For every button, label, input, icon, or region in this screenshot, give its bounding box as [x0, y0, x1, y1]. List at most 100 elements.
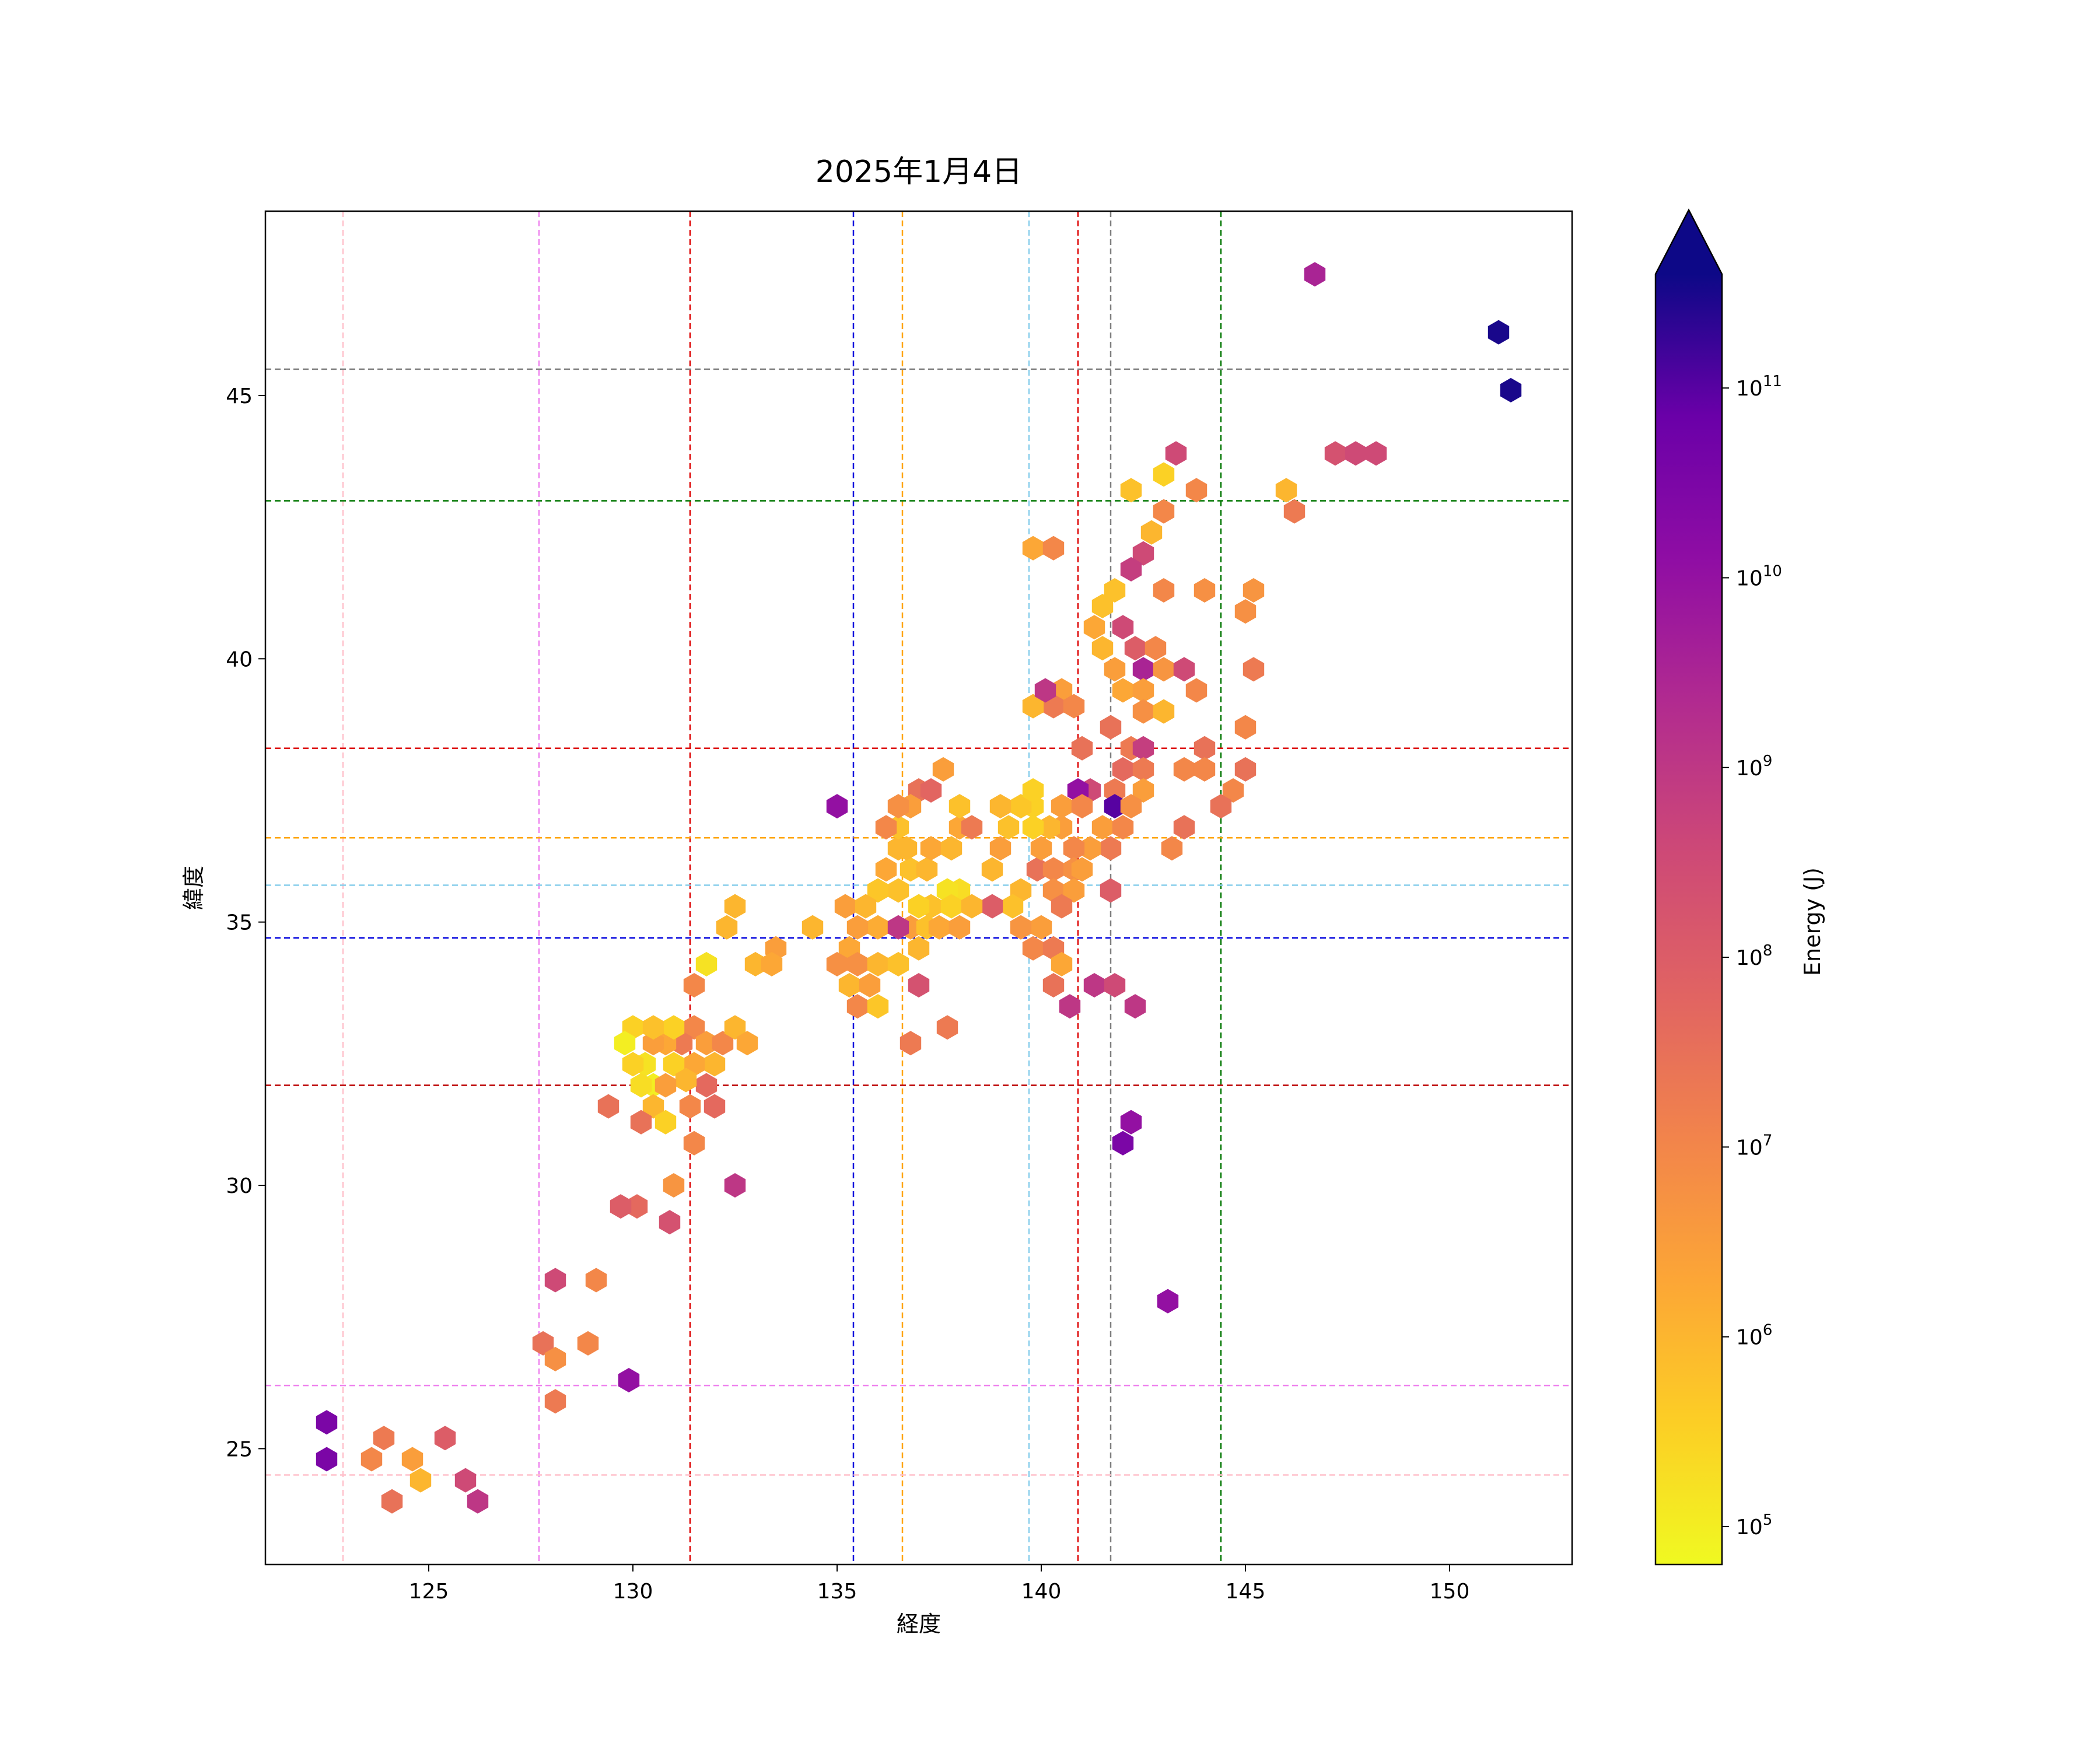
hexbin-cell	[1022, 536, 1044, 561]
hexbin-cell	[695, 951, 718, 977]
x-tick-label: 130	[613, 1580, 653, 1604]
hexbin-cell	[949, 915, 971, 940]
hexbin-cell	[908, 894, 930, 919]
hexbin-cell	[1120, 794, 1142, 819]
hexbin-cell	[642, 1031, 664, 1056]
hexbin-cell	[1104, 794, 1126, 819]
hexbin-cell	[1132, 736, 1154, 761]
hexbin-cell	[1104, 657, 1126, 682]
hexbin-cell	[867, 994, 889, 1019]
x-tick-label: 150	[1430, 1580, 1470, 1604]
hexbin-cell	[1112, 615, 1134, 640]
hexbin-cell	[1173, 757, 1195, 782]
hexbin-cell	[679, 1094, 701, 1119]
hexbin-cell	[989, 794, 1012, 819]
hexbin-cell	[1051, 951, 1073, 977]
chart-title: 2025年1月4日	[816, 155, 1023, 190]
y-tick-label: 45	[226, 384, 253, 408]
hexbin-cell	[940, 894, 963, 919]
hexbin-cell	[920, 836, 942, 861]
hexbin-cell	[1242, 657, 1265, 682]
hexbin-cell	[316, 1447, 338, 1472]
hexbin-cell	[1185, 678, 1208, 703]
hexbin-cell	[1132, 678, 1154, 703]
hexbin-cell	[1042, 973, 1065, 998]
hexbin-cell	[1010, 915, 1032, 940]
hexbin-cell	[381, 1489, 403, 1514]
hexbin-cell	[900, 857, 922, 882]
hexbin-cell	[908, 973, 930, 998]
hexbin-cell	[1194, 736, 1216, 761]
hexbin-cell	[949, 794, 971, 819]
hexbin-cell	[1100, 878, 1122, 903]
hexbin-cell	[1132, 541, 1154, 566]
hexbin-cell	[1234, 757, 1256, 782]
hexbin-cell	[1071, 794, 1093, 819]
hexbin-cell	[1112, 757, 1134, 782]
hexbin-cell	[683, 1130, 705, 1156]
hexbin-cell	[1153, 657, 1175, 682]
colorbar-frame	[1654, 208, 1723, 1566]
hexbin-cell	[916, 857, 938, 882]
hexbin-cell	[998, 815, 1020, 840]
colorbar-tick-label: 108	[1736, 942, 1772, 970]
colorbar-tick-label: 105	[1736, 1511, 1772, 1539]
x-axis-label: 経度	[897, 1611, 941, 1637]
y-axis-label: 緯度	[181, 866, 206, 910]
hexbin-cell	[1304, 262, 1326, 287]
hexbin-cell	[875, 857, 897, 882]
hexbin-cell	[1161, 836, 1183, 861]
hexbin-cell	[887, 951, 909, 977]
hexbin-cell	[1091, 594, 1114, 618]
hexbin-cell	[1100, 715, 1122, 740]
plot-background	[265, 211, 1572, 1564]
colorbar-tick-label: 107	[1736, 1132, 1772, 1160]
hexbin-cell	[712, 1031, 734, 1056]
hexbin-cell	[724, 1015, 746, 1040]
hexbin-cell	[1083, 973, 1105, 998]
colorbar-tick-label: 1010	[1736, 562, 1782, 590]
hexbin-cell	[989, 836, 1012, 861]
hexbin-cell	[838, 973, 860, 998]
hexbin-cell	[1124, 994, 1146, 1019]
hexbin-cell	[434, 1426, 456, 1451]
x-tick-label: 145	[1226, 1580, 1266, 1604]
hexbin-cell	[1173, 657, 1195, 682]
hexbin-cell	[1132, 657, 1154, 682]
hexbin-cell	[1120, 478, 1142, 503]
y-tick-label: 30	[226, 1174, 253, 1198]
hexbin-cell	[1275, 478, 1297, 503]
hexbin-cell	[1042, 857, 1065, 882]
hexbin-cell	[373, 1426, 395, 1451]
hexbin-cell	[1051, 794, 1073, 819]
hexbin-cell	[834, 894, 856, 919]
hexbin-cell	[936, 1015, 958, 1040]
hexbin-cell	[1010, 794, 1032, 819]
y-tick-label: 35	[226, 911, 253, 935]
hexbin-cell	[887, 878, 909, 903]
hexbin-cell	[1165, 441, 1187, 466]
plot-area: 125 130 135 140 145 150 25 30 35 40 45	[226, 210, 1573, 1604]
hexbin-cell	[1034, 678, 1056, 703]
hexbin-cell	[940, 836, 963, 861]
colorbar: 105 106 107 108 109 1010 1011 Energy (J)	[1654, 208, 1825, 1566]
hexbin-cell	[630, 1110, 652, 1135]
hexbin-cell	[1079, 836, 1101, 861]
hexbin-cell	[577, 1331, 599, 1356]
hexbin-cell	[744, 951, 766, 977]
hexbin-cell	[1071, 857, 1093, 882]
hexbin-cell	[1153, 462, 1175, 487]
x-tick-label: 135	[817, 1580, 858, 1604]
hexbin-cell	[1185, 478, 1208, 503]
hexbin-cell	[659, 1210, 681, 1235]
hexbin-cell	[920, 778, 942, 803]
hexbin-cell	[1063, 878, 1085, 903]
colorbar-tick-label: 106	[1736, 1322, 1772, 1350]
hexbin-cell	[867, 951, 889, 977]
hexbin-cell	[1153, 499, 1175, 524]
hexbin-cell	[826, 951, 848, 977]
hexbin-cell	[855, 894, 877, 919]
hexbin-cell	[1132, 699, 1154, 724]
hexbin-cell	[695, 1073, 718, 1098]
